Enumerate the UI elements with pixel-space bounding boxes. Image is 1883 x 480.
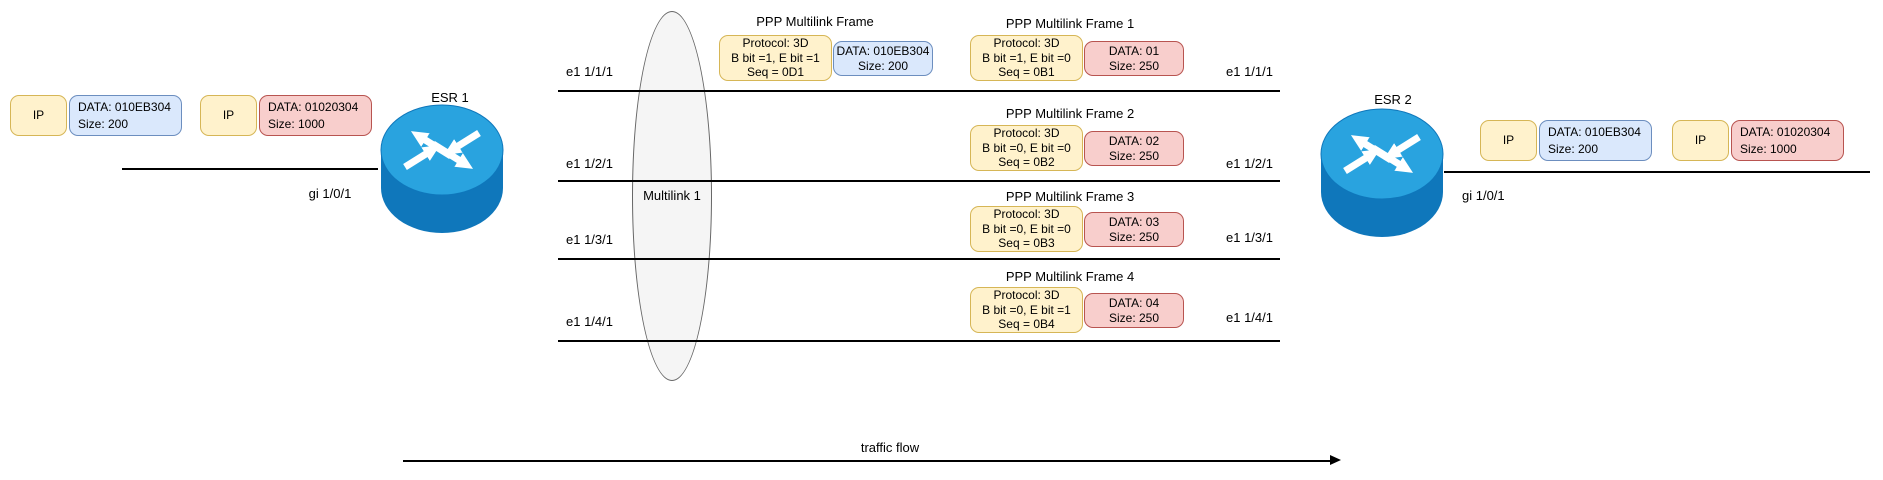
router-icon [1320, 108, 1444, 237]
frame-data-text: DATA: 03 [1108, 215, 1160, 229]
frame-bits-text: B bit =0, E bit =0 [982, 140, 1071, 155]
ip-label: IP [1694, 133, 1707, 148]
router-name-label: ESR 2 [1374, 92, 1412, 107]
traffic-flow-label: traffic flow [860, 440, 920, 455]
frame-seq-text: Seq = 0D1 [746, 65, 805, 80]
frame-seq-text: Seq = 0B1 [998, 65, 1055, 80]
e1-right-label-2: e1 1/2/1 [1226, 156, 1273, 171]
frame-title: PPP Multilink Frame [756, 14, 874, 29]
frame-bits-text: B bit =0, E bit =0 [982, 221, 1071, 236]
frame-data-box: DATA: 04 Size: 250 [1084, 293, 1184, 328]
frame-protocol-text: Protocol: 3D [742, 36, 809, 51]
frame-header-box: Protocol: 3D B bit =0, E bit =1 Seq = 0B… [970, 287, 1083, 333]
ip-payload-box: DATA: 010EB304 Size: 200 [69, 95, 182, 136]
ip-label: IP [1502, 133, 1515, 148]
frame-size-text: Size: 200 [857, 58, 909, 73]
e1-link-line-1 [558, 90, 1280, 92]
frame-bits-text: B bit =1, E bit =0 [982, 50, 1071, 65]
e1-left-label-4: e1 1/4/1 [566, 314, 613, 329]
traffic-flow-arrowhead [1330, 455, 1341, 465]
frame-title: PPP Multilink Frame 2 [1005, 106, 1135, 121]
e1-right-label-4: e1 1/4/1 [1226, 310, 1273, 325]
payload-data-text: DATA: 010EB304 [78, 99, 171, 114]
frame-data-box: DATA: 010EB304 Size: 200 [833, 41, 933, 76]
ip-label: IP [32, 108, 45, 123]
frame-data-text: DATA: 04 [1108, 296, 1160, 310]
frame-data-text: DATA: 010EB304 [836, 44, 930, 58]
ip-header-box: IP [1672, 120, 1729, 161]
router-port-label: gi 1/0/1 [1462, 188, 1505, 203]
e1-left-label-1: e1 1/1/1 [566, 64, 613, 79]
frame-data-box: DATA: 03 Size: 250 [1084, 212, 1184, 247]
frame-data-text: DATA: 02 [1108, 134, 1160, 148]
frame-seq-text: Seq = 0B4 [998, 317, 1055, 332]
e1-left-label-2: e1 1/2/1 [566, 156, 613, 171]
frame-protocol-text: Protocol: 3D [993, 288, 1060, 303]
frame-seq-text: Seq = 0B3 [998, 236, 1055, 251]
traffic-flow-line [403, 460, 1332, 462]
frame-protocol-text: Protocol: 3D [993, 36, 1060, 51]
ip-payload-box: DATA: 010EB304 Size: 200 [1539, 120, 1652, 161]
ip-header-box: IP [200, 95, 257, 136]
router-port-label: gi 1/0/1 [308, 186, 352, 201]
multilink-bundle-label: Multilink 1 [643, 188, 701, 203]
frame-title: PPP Multilink Frame 3 [1005, 189, 1135, 204]
frame-header-box: Protocol: 3D B bit =1, E bit =0 Seq = 0B… [970, 35, 1083, 81]
frame-protocol-text: Protocol: 3D [993, 207, 1060, 222]
ip-label: IP [222, 108, 235, 123]
e1-link-line-3 [558, 258, 1280, 260]
payload-data-text: DATA: 01020304 [1740, 124, 1831, 139]
frame-protocol-text: Protocol: 3D [993, 126, 1060, 141]
e1-right-label-1: e1 1/1/1 [1226, 64, 1273, 79]
right-access-line [1444, 171, 1870, 173]
frame-bits-text: B bit =1, E bit =1 [731, 50, 820, 65]
payload-size-text: Size: 1000 [268, 116, 325, 131]
frame-bits-text: B bit =0, E bit =1 [982, 302, 1071, 317]
ip-payload-box: DATA: 01020304 Size: 1000 [1731, 120, 1844, 161]
frame-size-text: Size: 250 [1108, 229, 1160, 244]
e1-link-line-2 [558, 180, 1280, 182]
frame-seq-text: Seq = 0B2 [998, 155, 1055, 170]
frame-header-box: Protocol: 3D B bit =1, E bit =1 Seq = 0D… [719, 35, 832, 81]
router-icon [380, 104, 504, 233]
frame-header-box: Protocol: 3D B bit =0, E bit =0 Seq = 0B… [970, 206, 1083, 252]
e1-link-line-4 [558, 340, 1280, 342]
payload-data-text: DATA: 010EB304 [1548, 124, 1641, 139]
frame-header-box: Protocol: 3D B bit =0, E bit =0 Seq = 0B… [970, 125, 1083, 171]
e1-left-label-3: e1 1/3/1 [566, 232, 613, 247]
ip-header-box: IP [1480, 120, 1537, 161]
payload-size-text: Size: 200 [1548, 141, 1599, 156]
ip-payload-box: DATA: 01020304 Size: 1000 [259, 95, 372, 136]
payload-size-text: Size: 200 [78, 116, 129, 131]
payload-data-text: DATA: 01020304 [268, 99, 359, 114]
frame-data-text: DATA: 01 [1108, 44, 1160, 58]
ip-header-box: IP [10, 95, 67, 136]
frame-data-box: DATA: 02 Size: 250 [1084, 131, 1184, 166]
e1-right-label-3: e1 1/3/1 [1226, 230, 1273, 245]
frame-data-box: DATA: 01 Size: 250 [1084, 41, 1184, 76]
frame-title: PPP Multilink Frame 1 [1005, 16, 1135, 31]
frame-size-text: Size: 250 [1108, 58, 1160, 73]
frame-size-text: Size: 250 [1108, 148, 1160, 163]
frame-size-text: Size: 250 [1108, 310, 1160, 325]
multilink-bundle-ellipse [632, 11, 712, 381]
left-access-line [122, 168, 378, 170]
router-name-label: ESR 1 [431, 90, 469, 105]
payload-size-text: Size: 1000 [1740, 141, 1797, 156]
frame-title: PPP Multilink Frame 4 [1005, 269, 1135, 284]
